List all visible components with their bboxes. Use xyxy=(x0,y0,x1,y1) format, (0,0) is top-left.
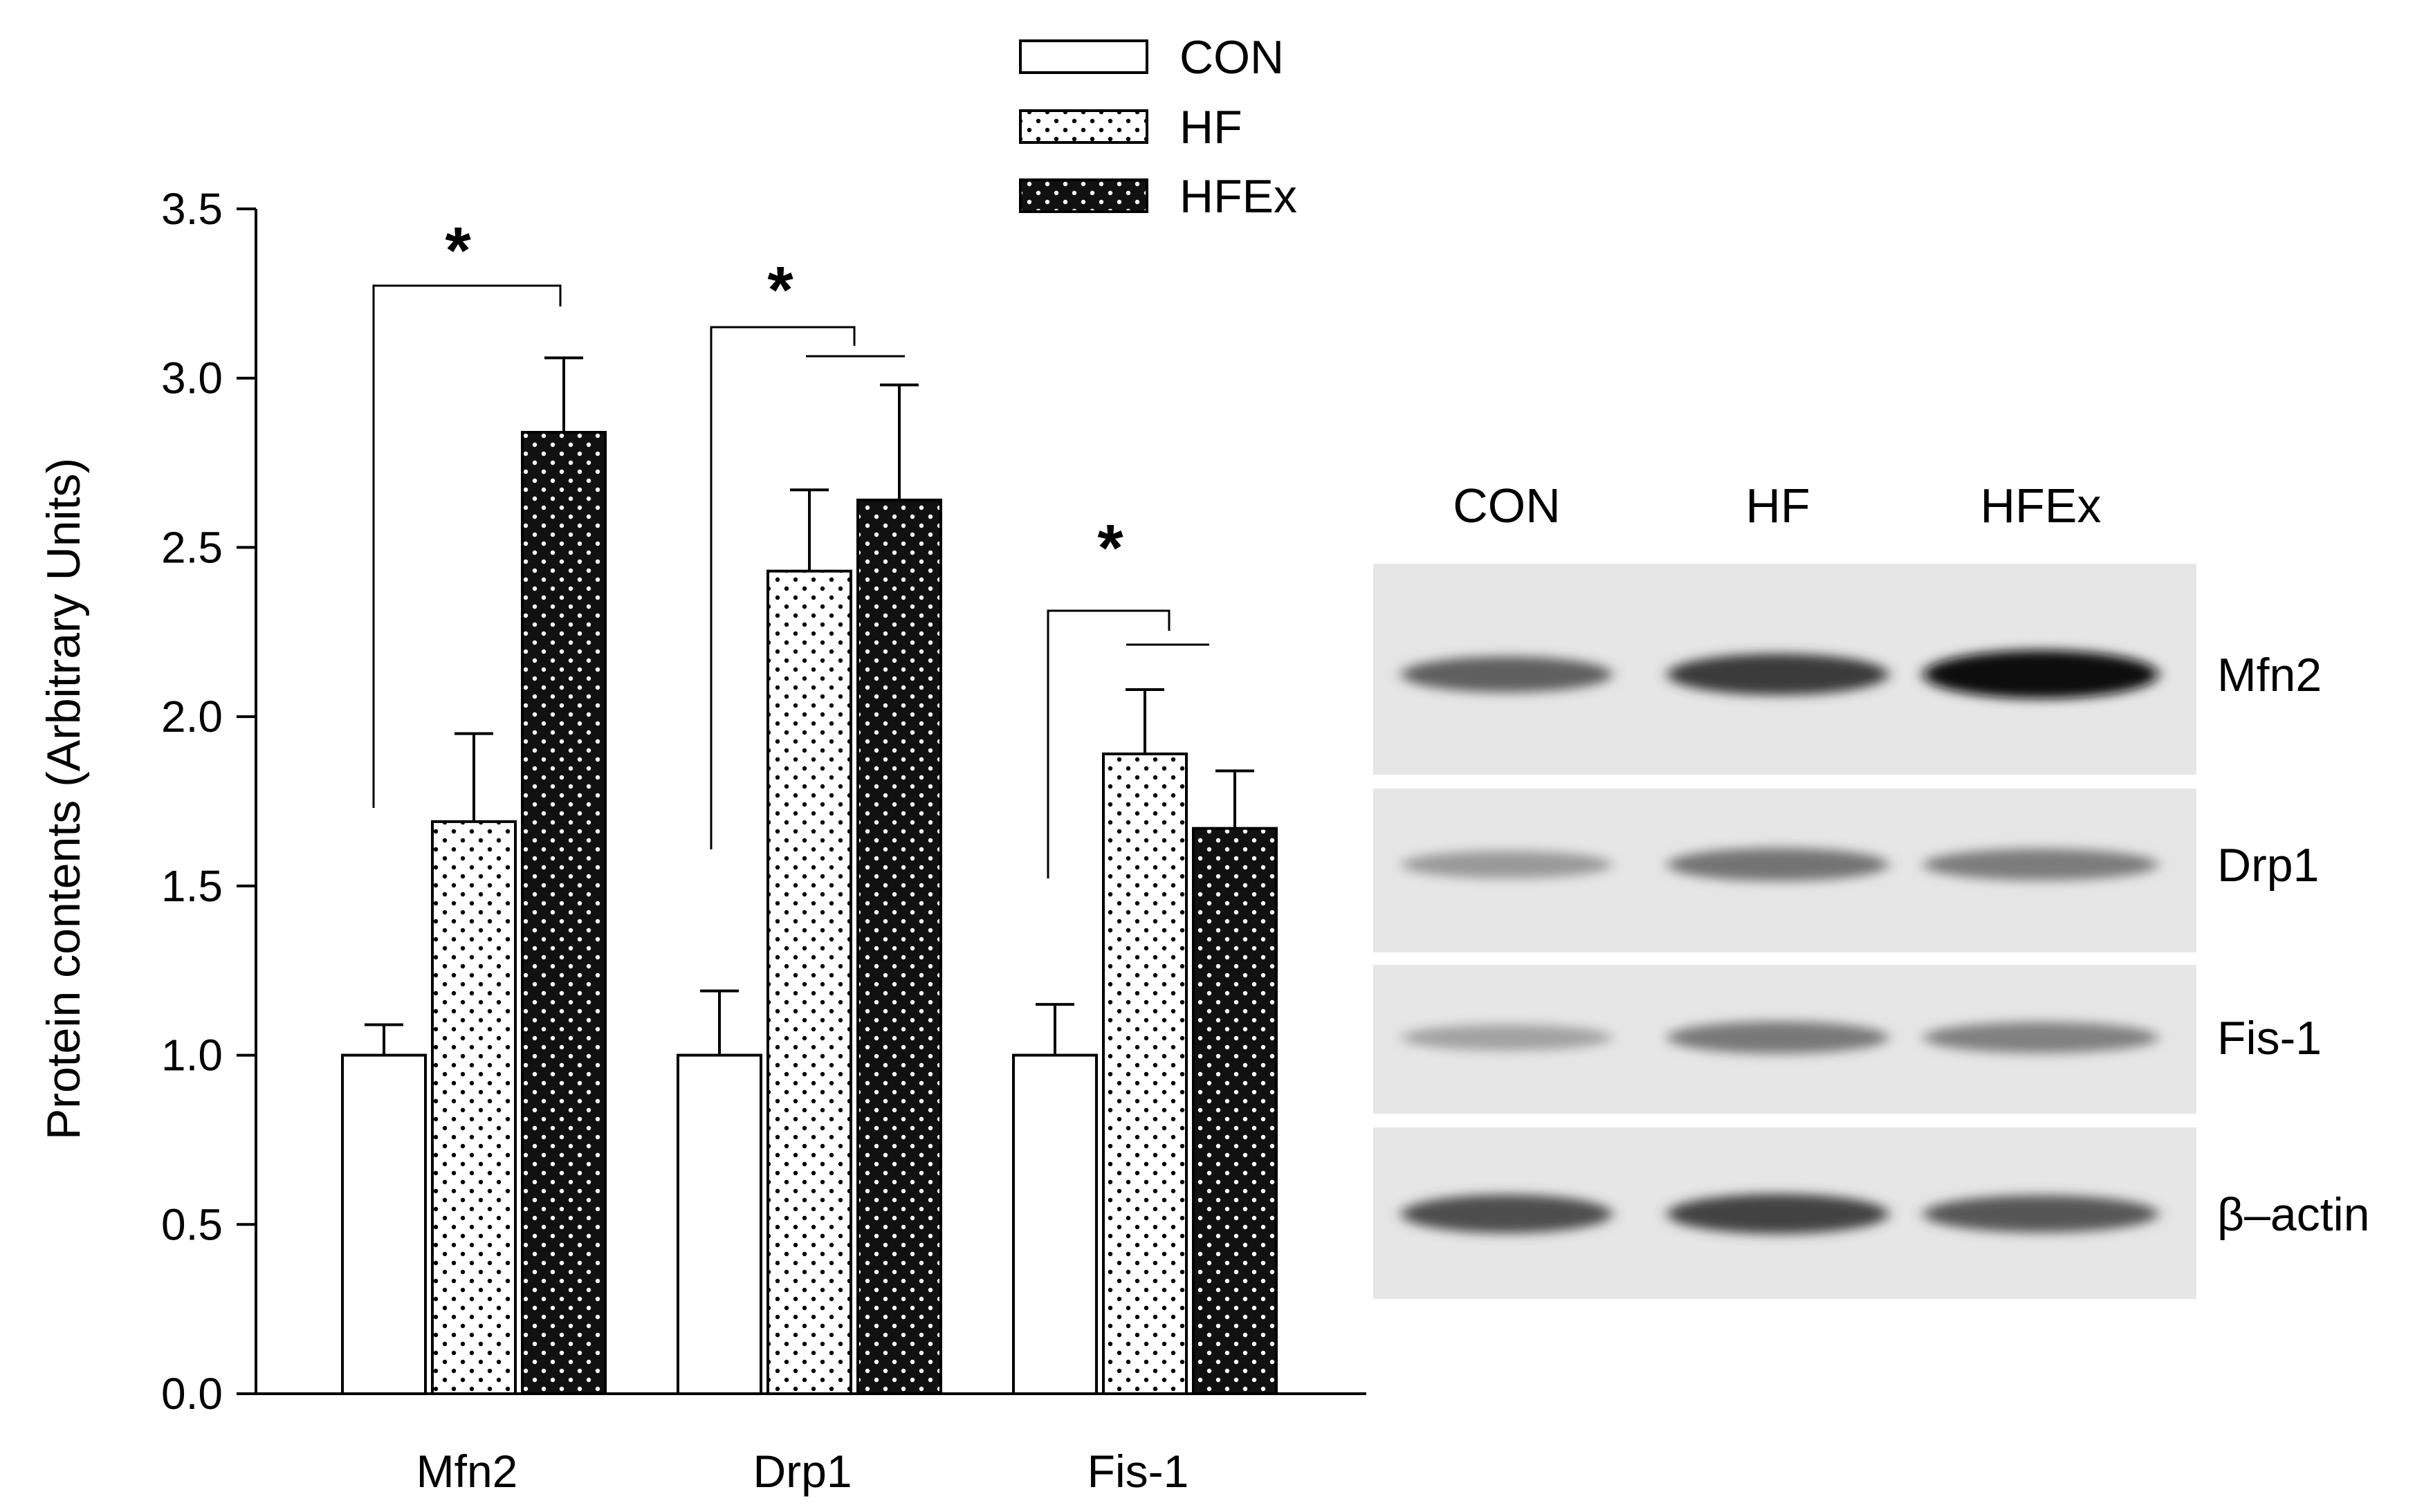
blot-row-label: Fis-1 xyxy=(2217,1012,2322,1064)
y-tick-label: 1.5 xyxy=(161,861,223,911)
blot-lane-header: HFEx xyxy=(1981,479,2102,533)
blot-band xyxy=(1923,1022,2158,1053)
y-tick-label: 0.5 xyxy=(161,1199,223,1249)
blot-band xyxy=(1667,654,1889,695)
bar-hf-fis-1 xyxy=(1102,752,1188,1395)
bars xyxy=(341,431,1278,1395)
blot-band xyxy=(1401,851,1613,878)
blot-band xyxy=(1667,848,1889,881)
bar-chart: 0.0 0.5 1.0 1.5 2.0 2.5 3.0 3.5 Mfn2 Drp1 Fis-1 *… xyxy=(37,184,1366,1497)
x-category-label: Drp1 xyxy=(753,1446,852,1497)
error-bars xyxy=(365,356,1254,1055)
bar-hfex-drp1 xyxy=(856,498,942,1395)
y-tick-label: 3.5 xyxy=(161,184,223,234)
y-tick-label: 3.0 xyxy=(161,353,223,403)
y-axis-label: Protein contents (Arbitrary Units) xyxy=(37,458,90,1140)
significance-bracket xyxy=(710,326,856,849)
bar-con-mfn2 xyxy=(341,1053,427,1395)
blot-band xyxy=(1401,1195,1613,1233)
legend-swatch-hf xyxy=(1019,109,1148,144)
blot-row-label: Mfn2 xyxy=(2217,649,2322,701)
x-axis: Mfn2 Drp1 Fis-1 xyxy=(256,1392,1366,1497)
bar-hfex-fis-1 xyxy=(1192,827,1278,1395)
y-tick-label: 1.0 xyxy=(161,1031,223,1080)
y-tick-label: 2.5 xyxy=(161,522,223,572)
legend-swatch-con xyxy=(1019,39,1148,74)
blot-row-label: β–actin xyxy=(2217,1188,2370,1241)
legend-swatch-hfex xyxy=(1019,178,1148,213)
bar-hf-mfn2 xyxy=(431,820,517,1395)
blot-band xyxy=(1401,1024,1613,1051)
legend-label-con: CON xyxy=(1179,31,1284,84)
x-category-label: Fis-1 xyxy=(1087,1446,1189,1497)
y-axis: 0.0 0.5 1.0 1.5 2.0 2.5 3.0 3.5 xyxy=(161,184,257,1419)
legend-label-hfex: HFEx xyxy=(1179,170,1297,223)
legend-label-hf: HF xyxy=(1179,101,1242,154)
significance-bracket xyxy=(372,284,562,808)
significance-star: * xyxy=(767,253,793,327)
blot-band xyxy=(1401,656,1613,692)
blot-band xyxy=(1667,1194,1889,1234)
y-tick-label: 0.0 xyxy=(161,1369,223,1419)
legend: CON HF HFEx xyxy=(1019,31,1297,223)
western-blot: CON HF HFEx Mfn2 Drp1 Fis-1 β–actin xyxy=(1373,479,2370,1299)
significance-brackets: * * * xyxy=(372,214,1209,878)
bar-con-drp1 xyxy=(677,1053,762,1395)
bar-hfex-mfn2 xyxy=(521,431,607,1395)
significance-star: * xyxy=(1097,511,1123,585)
x-category-label: Mfn2 xyxy=(416,1446,518,1497)
blot-lane-header: CON xyxy=(1453,479,1561,533)
blot-band xyxy=(1923,849,2158,881)
blot-row-label: Drp1 xyxy=(2217,839,2319,892)
bar-con-fis-1 xyxy=(1012,1053,1098,1395)
blot-band xyxy=(1667,1021,1889,1054)
blot-lane-header: HF xyxy=(1745,479,1810,533)
y-tick-label: 2.0 xyxy=(161,692,223,741)
blot-band xyxy=(1923,650,2158,699)
blot-band xyxy=(1923,1195,2158,1233)
significance-bracket xyxy=(1047,609,1170,878)
bar-hf-drp1 xyxy=(766,569,852,1395)
significance-star: * xyxy=(445,214,471,288)
